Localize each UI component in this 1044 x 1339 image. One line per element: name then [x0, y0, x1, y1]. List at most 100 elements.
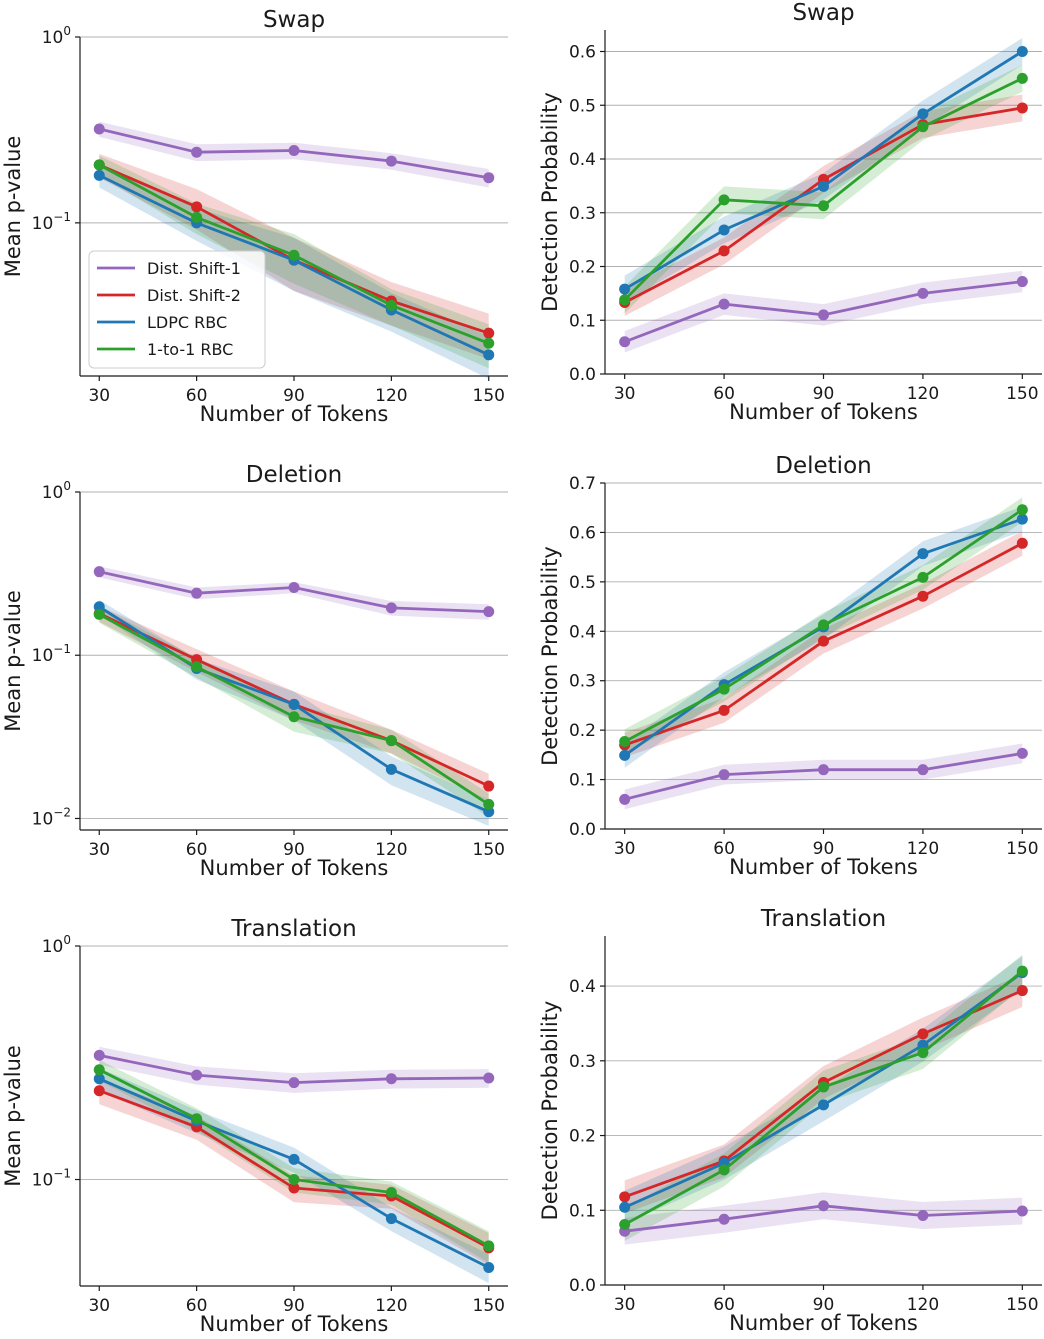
data-point: [818, 635, 829, 647]
data-point: [288, 1153, 300, 1165]
x-tick-label: 120: [375, 840, 407, 860]
data-point: [917, 1028, 929, 1040]
confidence-band: [99, 1060, 489, 1263]
x-tick-label: 150: [473, 1296, 505, 1316]
data-point: [288, 698, 300, 710]
x-tick-label: 90: [283, 840, 305, 860]
x-tick-label: 60: [713, 1295, 735, 1315]
x-tick-label: 120: [375, 1296, 407, 1316]
data-point: [718, 704, 730, 716]
y-tick-label: 0.3: [569, 672, 596, 692]
y-tick-exponent: −1: [53, 210, 71, 224]
data-point: [1016, 504, 1028, 516]
data-point: [917, 1209, 929, 1221]
data-point: [917, 590, 929, 602]
data-point: [191, 211, 203, 223]
x-axis-label: Number of Tokens: [200, 856, 389, 880]
data-point: [619, 736, 631, 748]
y-axis-label: Detection Probability: [538, 546, 562, 766]
legend-box: [88, 250, 266, 369]
data-point: [483, 1072, 495, 1084]
y-axis-label: Mean p-value: [1, 590, 25, 732]
y-tick-label: 0.6: [569, 43, 596, 63]
legend-label: 1-to-1 RBC: [147, 340, 233, 359]
data-point: [483, 172, 495, 184]
data-point: [385, 735, 397, 747]
confidence-band: [624, 38, 1023, 303]
x-tick-label: 150: [1006, 839, 1038, 859]
data-point: [619, 1218, 631, 1230]
y-tick-exponent: 0: [63, 24, 71, 38]
chart-title: Translation: [230, 916, 356, 942]
data-point: [385, 763, 397, 775]
data-point: [718, 683, 730, 695]
data-point: [191, 587, 203, 599]
y-tick-label: 0.4: [569, 150, 596, 170]
data-point: [483, 1262, 495, 1274]
data-point: [718, 298, 730, 310]
data-point: [917, 121, 929, 133]
data-point: [818, 309, 829, 321]
y-tick-label: 10−1: [32, 1167, 71, 1191]
confidence-band: [99, 566, 489, 620]
data-point: [718, 194, 730, 206]
data-point: [1016, 72, 1028, 84]
y-tick-label: 0.0: [569, 365, 596, 385]
confidence-band: [624, 1192, 1023, 1245]
chart-title: Deletion: [246, 462, 342, 488]
x-tick-label: 150: [1006, 384, 1038, 404]
data-point: [93, 1085, 105, 1097]
x-tick-label: 60: [186, 1296, 208, 1316]
x-tick-label: 150: [473, 386, 505, 406]
legend-label: LDPC RBC: [147, 313, 227, 332]
legend-label: Dist. Shift-2: [147, 286, 241, 305]
x-tick-label: 30: [88, 386, 110, 406]
x-tick-label: 90: [813, 839, 835, 859]
data-point: [619, 283, 631, 295]
data-point: [483, 349, 495, 361]
x-tick-label: 90: [283, 386, 305, 406]
y-tick-exponent: 0: [63, 933, 71, 947]
data-point: [1016, 537, 1028, 549]
data-point: [619, 294, 631, 306]
x-tick-label: 60: [186, 386, 208, 406]
x-axis-label: Number of Tokens: [200, 402, 389, 426]
data-point: [818, 619, 829, 631]
data-point: [483, 337, 495, 349]
data-point: [718, 224, 730, 236]
x-tick-label: 120: [907, 1295, 939, 1315]
subplot-2: 0.0 0.1 0.2 0.3 0.4 0.5 0.6 30 60 90 120 150 Swap Num…: [538, 0, 1042, 424]
y-tick-exponent: −2: [53, 805, 71, 819]
y-tick-label: 0.0: [569, 820, 596, 840]
x-tick-label: 60: [713, 384, 735, 404]
y-tick-label: 0.7: [569, 474, 596, 494]
chart-title: Translation: [760, 906, 886, 932]
data-point: [385, 155, 397, 167]
y-tick-label: 0.0: [569, 1276, 596, 1296]
data-point: [818, 1200, 829, 1212]
data-point: [191, 1113, 203, 1125]
x-axis-label: Number of Tokens: [729, 855, 918, 879]
chart-title: Swap: [792, 0, 854, 26]
data-point: [619, 793, 631, 805]
x-tick-label: 90: [813, 1295, 835, 1315]
y-tick-exponent: −1: [53, 642, 71, 656]
data-point: [93, 1049, 105, 1061]
x-tick-label: 30: [88, 1296, 110, 1316]
data-point: [483, 1240, 495, 1252]
legend: Dist. Shift-1 Dist. Shift-2 LDPC RBC 1-to-1…: [88, 250, 266, 369]
y-tick-label: 0.2: [569, 721, 596, 741]
x-axis-label: Number of Tokens: [729, 1311, 918, 1335]
data-point: [93, 123, 105, 135]
data-point: [818, 764, 829, 776]
y-tick-base: 10: [42, 483, 64, 503]
data-point: [917, 1047, 929, 1059]
data-point: [93, 566, 105, 578]
data-point: [818, 180, 829, 192]
data-point: [385, 1186, 397, 1198]
x-tick-label: 150: [473, 840, 505, 860]
y-tick-label: 0.2: [569, 1127, 596, 1147]
